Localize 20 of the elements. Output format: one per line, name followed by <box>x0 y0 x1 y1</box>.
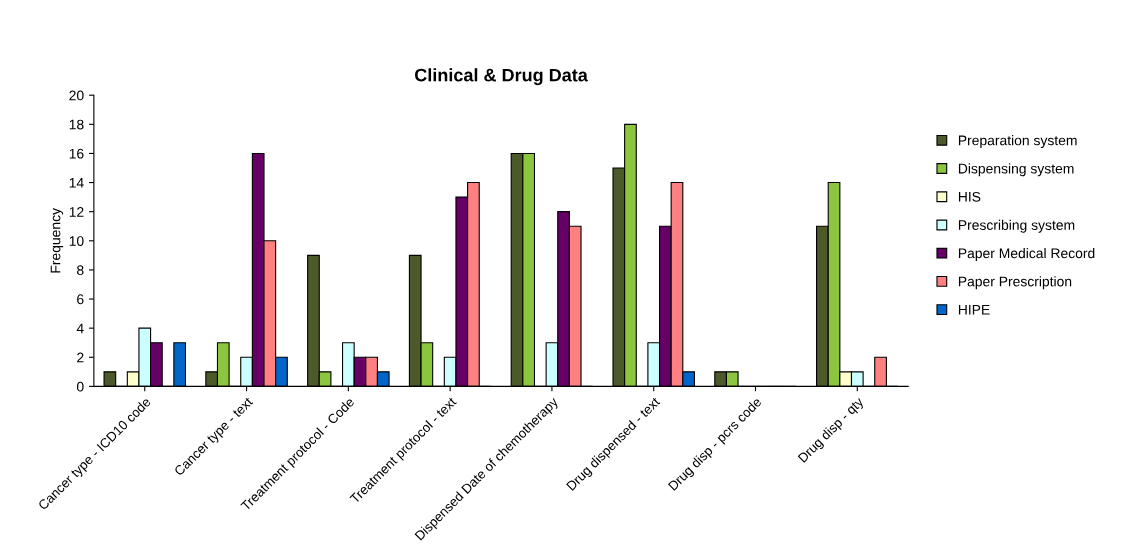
y-tick-label: 8 <box>77 265 84 276</box>
y-tick-label: 2 <box>77 352 84 363</box>
legend-label: Paper Prescription <box>958 276 1072 290</box>
legend-label: HIS <box>958 191 981 202</box>
legend-label: Prescribing system <box>958 219 1075 233</box>
y-tick-label: 6 <box>77 294 84 305</box>
y-tick-label: 0 <box>76 381 84 392</box>
y-tick-label: 16 <box>69 148 84 159</box>
legend-label: Dispensing system <box>958 163 1074 177</box>
y-tick-label: 18 <box>69 119 84 130</box>
y-tick-label: 14 <box>69 178 84 188</box>
legend-label: Preparation system <box>958 135 1077 149</box>
y-tick-label: 10 <box>69 236 84 246</box>
y-tick-label: 20 <box>69 90 84 101</box>
y-tick-label: 4 <box>76 323 84 334</box>
y-axis-title: Frequency <box>50 208 64 273</box>
legend-label: Paper Medical Record <box>958 247 1095 261</box>
chart-title: Clinical & Drug Data <box>415 68 588 86</box>
y-tick-label: 12 <box>69 207 84 217</box>
legend-label: HIPE <box>958 304 990 315</box>
